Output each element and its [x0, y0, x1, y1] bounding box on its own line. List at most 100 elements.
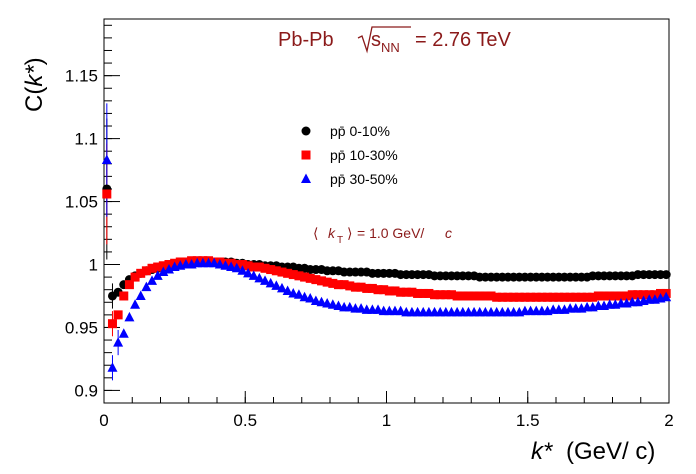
series-1-point — [661, 270, 671, 280]
series-3-point — [118, 328, 129, 338]
chart-title: Pb-Pb — [278, 29, 334, 51]
series-2-point — [554, 292, 564, 302]
series-3-point — [147, 275, 158, 285]
series-3-point — [282, 285, 293, 295]
series-3-point — [237, 265, 248, 275]
series-3-point — [356, 303, 367, 313]
series-2-point — [350, 282, 360, 292]
legend-label-1: pp̄ 0-10% — [330, 123, 390, 139]
plot-frame — [103, 18, 670, 404]
series-2-point — [277, 267, 287, 277]
y-tick-label: 1.1 — [74, 130, 98, 149]
kt-variable: k — [328, 225, 336, 241]
series-3-point — [322, 298, 333, 308]
series-2-point — [384, 286, 394, 296]
series-2-point — [147, 263, 157, 273]
series-2-point — [141, 266, 151, 276]
series-2-point — [633, 290, 643, 300]
series-2-point — [237, 260, 247, 270]
legend-marker-3 — [301, 173, 311, 183]
series-2-point — [480, 291, 490, 301]
series-3-point — [248, 270, 259, 280]
legend-label-3: pp̄ 30-50% — [330, 171, 398, 187]
series-3-point — [373, 304, 384, 314]
series-2-point — [424, 288, 434, 298]
series-2-point — [254, 262, 264, 272]
series-3-point — [293, 289, 304, 299]
y-axis-suffix: ) — [21, 57, 48, 65]
y-tick-label: 1.15 — [65, 67, 98, 86]
tick-labels: 0 0.5 1 1.5 2 0.9 0.95 1 1.05 1.1 1.15 — [65, 67, 674, 430]
series-3-point — [209, 257, 220, 268]
series-2-point — [537, 292, 547, 302]
legend-label-2: pp̄ 10-30% — [330, 147, 398, 163]
series-2-point — [469, 291, 479, 301]
series-2-point — [514, 292, 524, 302]
series-2-point — [593, 291, 603, 301]
kt-subscript: T — [337, 235, 343, 246]
series-2-point — [124, 280, 134, 290]
series-2-point — [356, 282, 366, 292]
series-2-point — [492, 292, 502, 302]
y-tick-label: 0.95 — [65, 318, 98, 337]
series-2-point — [565, 292, 575, 302]
series-2-point — [390, 286, 400, 296]
series-2-point — [526, 292, 536, 302]
series-2-point — [305, 273, 315, 283]
series-2-point — [322, 277, 332, 287]
series-3-point — [158, 266, 169, 277]
series-2-point — [407, 287, 417, 297]
energy-value: = 2.76 TeV — [415, 29, 511, 51]
x-tick-label: 1 — [382, 411, 391, 430]
legend-marker-1 — [301, 126, 311, 136]
series-2-point — [446, 290, 456, 300]
series-3-point — [243, 267, 254, 278]
series-2-point — [627, 290, 637, 300]
series-3-point — [135, 290, 146, 300]
y-tick-label: 0.9 — [74, 381, 98, 400]
series-3-point — [276, 282, 287, 293]
series-2-point — [559, 292, 569, 302]
title-block: Pb-Pb s NN = 2.76 TeV — [278, 26, 511, 55]
series-3-point — [310, 295, 321, 306]
series-3-point — [316, 296, 327, 307]
series-3-point — [220, 260, 231, 270]
series-3-point — [271, 280, 282, 290]
series-2-point — [413, 288, 423, 298]
series-2-point — [571, 292, 581, 302]
x-axis-units: (GeV/ c) — [566, 438, 655, 465]
series-2-point — [441, 290, 451, 300]
kt-open-bracket: ⟨ — [313, 225, 318, 241]
data-points — [101, 154, 672, 372]
series-2-point — [283, 268, 293, 278]
series-2-point — [288, 270, 298, 280]
series-3-point — [163, 264, 174, 274]
series-2-point — [548, 292, 558, 302]
series-2-point — [610, 291, 620, 301]
series-3-point — [288, 287, 299, 298]
series-2-point — [616, 291, 626, 301]
legend-marker-2 — [301, 150, 311, 160]
series-2-point — [435, 290, 445, 300]
error-bars — [106, 103, 119, 381]
series-2-point — [113, 310, 123, 320]
energy-subscript: NN — [381, 40, 400, 55]
series-2-point — [486, 291, 496, 301]
series-3-point — [124, 311, 135, 322]
series-3-point — [141, 281, 152, 292]
series-2-point — [576, 292, 586, 302]
series-2-point — [475, 291, 485, 301]
x-tick-label: 1.5 — [516, 411, 540, 430]
series-2-point — [271, 266, 281, 276]
series-2-point — [333, 280, 343, 290]
series-3-point — [130, 299, 141, 309]
series-2-point — [605, 291, 615, 301]
series-3-point — [113, 337, 124, 347]
series-3-point — [231, 262, 242, 273]
legend: pp̄ 0-10% pp̄ 10-30% pp̄ 30-50% — [301, 123, 398, 187]
axis-ticks — [103, 24, 670, 404]
series-2-point — [520, 292, 530, 302]
series-3-point — [107, 362, 118, 372]
series-3-point — [661, 291, 672, 302]
